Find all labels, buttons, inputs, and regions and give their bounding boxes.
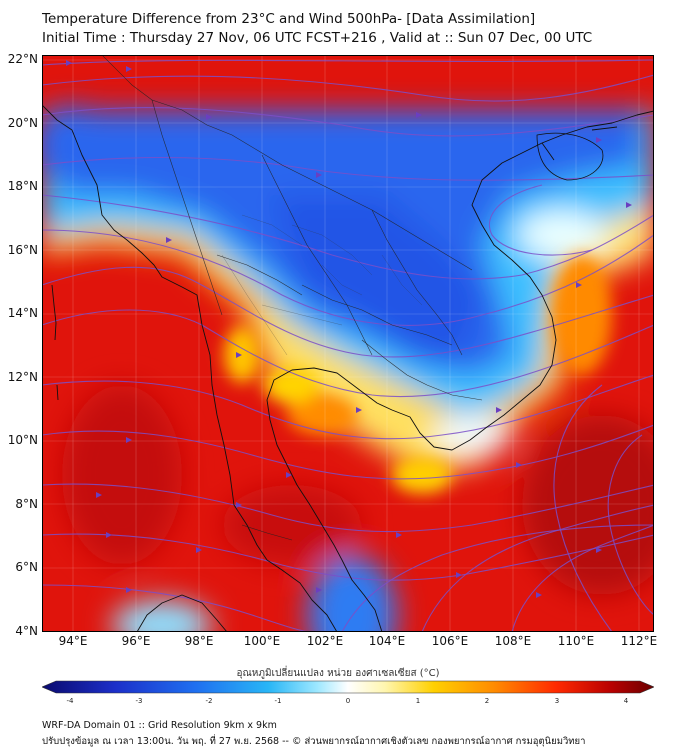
lon-tick-102: 102°E [306,634,344,648]
map-title: Temperature Difference from 23°C and Win… [42,11,536,27]
wind-arrowheads [66,60,632,598]
lat-lon-grid [42,55,654,632]
colorbar-tick: 3 [554,697,560,705]
lat-tick-20: 20°N [7,116,38,130]
province-borders [221,214,423,356]
lon-tick-104: 104°E [368,634,406,648]
lon-tick-112: 112°E [620,634,658,648]
lat-tick-22: 22°N [7,52,38,66]
lon-tick-94: 94°E [58,634,88,648]
lat-tick-16: 16°N [7,243,38,257]
colorbar-tick: 1 [415,697,421,705]
colorbar-tick: 2 [484,697,490,705]
colorbar-tick: -2 [205,697,213,705]
lon-tick-108: 108°E [494,634,532,648]
lat-tick-12: 12°N [7,370,38,384]
lat-tick-4: 4°N [15,624,38,638]
colorbar-title: อุณหภูมิเปลี่ยนแปลง หน่วย องศาเซลเซียส (… [236,668,440,679]
lon-tick-100: 100°E [243,634,281,648]
lat-tick-10: 10°N [7,433,38,447]
colorbar-tick: -4 [66,697,74,705]
map-subtitle: Initial Time : Thursday 27 Nov, 06 UTC F… [42,30,593,46]
lon-tick-96: 96°E [121,634,151,648]
weather-map [42,55,654,632]
country-borders [101,55,483,541]
lat-tick-18: 18°N [7,179,38,193]
temperature-field [42,55,654,632]
coastlines [42,104,654,632]
lon-tick-98: 98°E [184,634,214,648]
lat-tick-8: 8°N [15,497,38,511]
lon-tick-110: 110°E [557,634,595,648]
lon-tick-106: 106°E [431,634,469,648]
update-credit: ปรับปรุงข้อมูล ณ เวลา 13:00น. วัน พฤ. ที… [42,736,586,747]
colorbar [42,680,654,694]
colorbar-tick: -3 [135,697,143,705]
lat-tick-6: 6°N [15,560,38,574]
wind-streamlines [42,59,654,632]
colorbar-tick: 0 [345,697,351,705]
model-info: WRF-DA Domain 01 :: Grid Resolution 9km … [42,720,277,731]
lat-tick-14: 14°N [7,306,38,320]
colorbar-tick: 4 [623,697,629,705]
colorbar-tick: -1 [274,697,282,705]
